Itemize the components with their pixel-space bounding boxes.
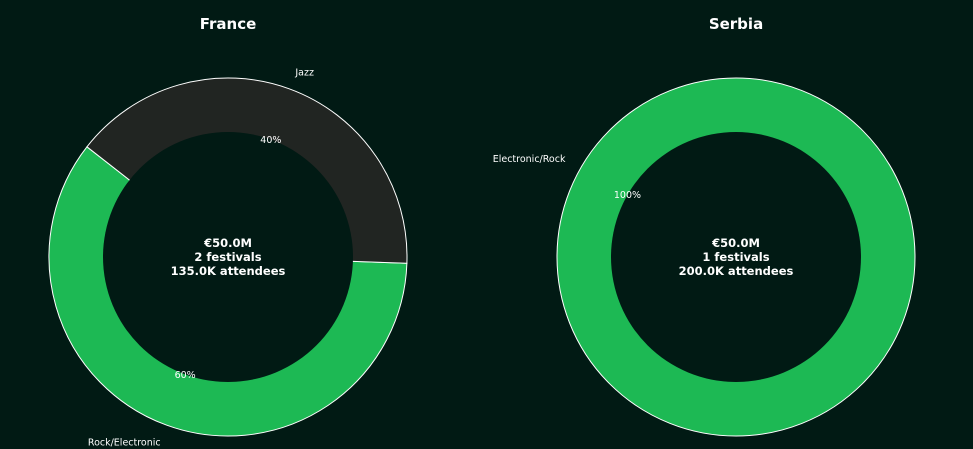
center-revenue: €50.0M (711, 236, 760, 250)
center-attendees: 135.0K attendees (171, 264, 286, 278)
donut-labels: Rock/Electronic 60% Jazz 40% (88, 67, 314, 448)
slice-percent-label: 60% (175, 370, 196, 381)
donut-hole (103, 132, 353, 382)
chart-title: France (200, 15, 257, 33)
slice-category-label: Rock/Electronic (88, 438, 161, 449)
slice-category-label: Electronic/Rock (493, 154, 566, 165)
chart-title: Serbia (709, 15, 763, 33)
donut-labels: Electronic/Rock 100% (493, 154, 641, 201)
center-festivals: 1 festivals (702, 250, 769, 264)
center-festivals: 2 festivals (194, 250, 261, 264)
donut-slices (556, 77, 916, 437)
donut-hole (611, 132, 861, 382)
slice-percent-label: 100% (614, 190, 641, 201)
center-attendees: 200.0K attendees (679, 264, 794, 278)
slice-percent-label: 40% (260, 135, 281, 146)
donut-chart-serbia: Serbia Electronic/Rock 100% €50.0M 1 fest… (493, 15, 916, 437)
slice-category-label: Jazz (294, 67, 314, 78)
donut-slices (48, 77, 408, 437)
center-revenue: €50.0M (203, 236, 252, 250)
